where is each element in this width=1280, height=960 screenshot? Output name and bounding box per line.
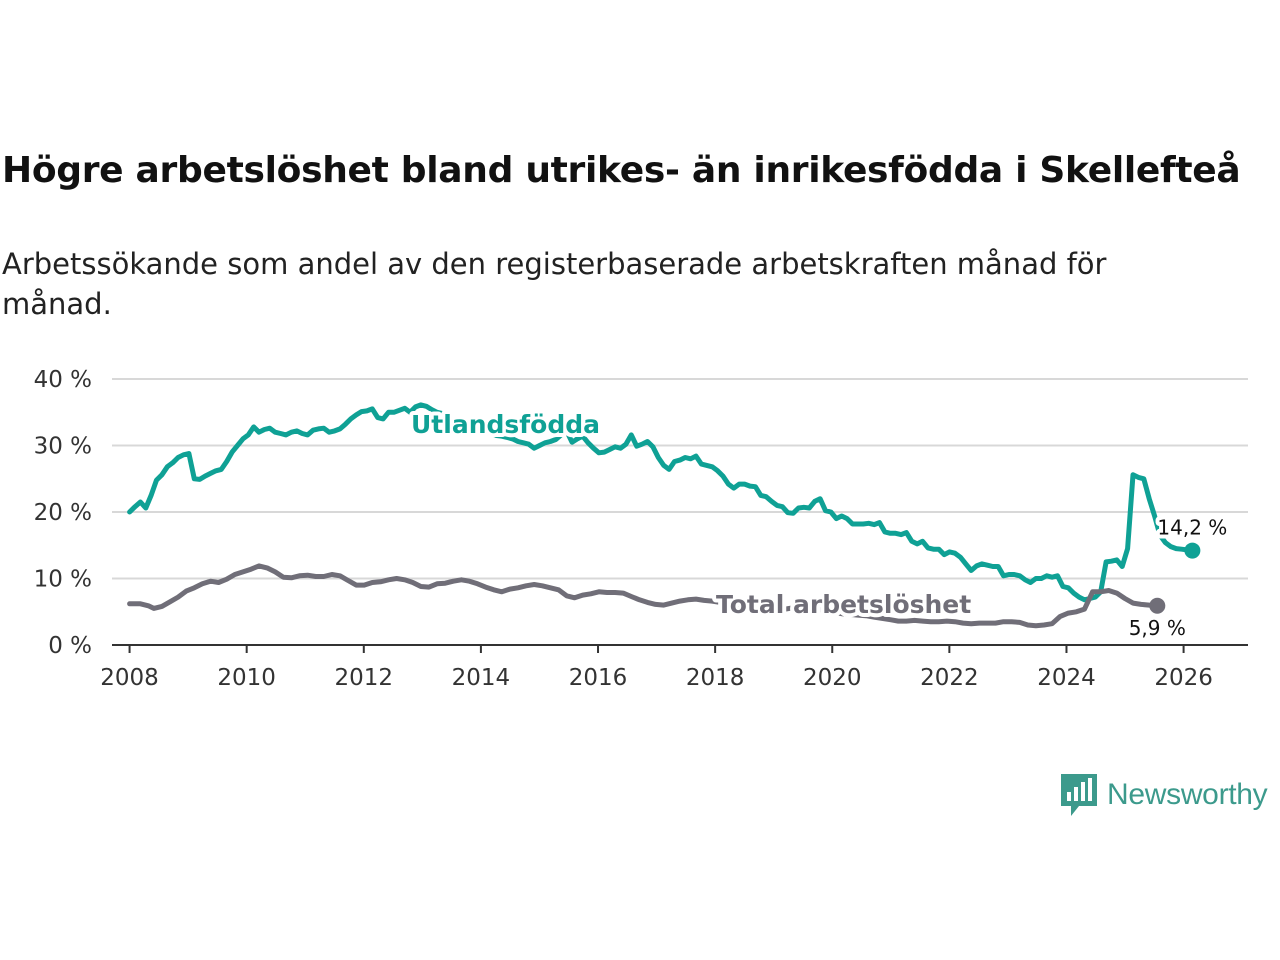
- y-tick-label: 0 %: [48, 633, 92, 659]
- y-tick-label: 30 %: [34, 434, 92, 460]
- grid-lines: [112, 378, 1248, 580]
- x-tick-label: 2026: [1154, 665, 1213, 691]
- series-label-utlandsfodda-halo: Utlandsfödda: [411, 410, 600, 439]
- chart-subtitle: Arbetssökande som andel av den registerb…: [2, 247, 1107, 321]
- series-line-utlandsfodda: [127, 402, 1195, 603]
- end-point-marker: [1149, 597, 1166, 614]
- y-tick-label: 10 %: [34, 567, 92, 593]
- x-tick-label: 2018: [686, 665, 745, 691]
- end-label-total-halo: 5,9 %: [1129, 616, 1186, 640]
- x-tick-label: 2014: [452, 665, 511, 691]
- brand-name: Newsworthy: [1107, 778, 1268, 811]
- x-tick-label: 2024: [1037, 665, 1096, 691]
- series-label-total: Total arbetslöshet: [716, 590, 971, 619]
- end-point-marker: [1184, 542, 1201, 559]
- end-label-utlandsfodda-halo: 14,2 %: [1157, 516, 1227, 540]
- end-label-total: 5,9 %: [1129, 616, 1186, 640]
- x-tick-label: 2016: [569, 665, 628, 691]
- x-tick-label: 2008: [100, 665, 159, 691]
- newsworthy-logo-icon: [1061, 774, 1097, 816]
- y-tick-label: 20 %: [34, 500, 92, 526]
- series-label-total-halo: Total arbetslöshet: [716, 590, 971, 619]
- x-tick-label: 2012: [335, 665, 394, 691]
- y-tick-label: 40 %: [34, 367, 92, 393]
- series-line-total: [127, 563, 1160, 629]
- series-label-utlandsfodda: Utlandsfödda: [411, 410, 600, 439]
- end-label-utlandsfodda: 14,2 %: [1157, 516, 1227, 540]
- x-tick-label: 2022: [920, 665, 979, 691]
- axes: 0 % 10 % 20 % 30 % 40 % 2008 2010 2012 2014 2016 2…: [34, 367, 1248, 691]
- chart-title: Högre arbetslöshet bland utrikes- än inr…: [2, 150, 1241, 191]
- newsworthy-logo: Newsworthy: [1059, 772, 1268, 818]
- x-tick-label: 2010: [217, 665, 276, 691]
- x-tick-label: 2020: [803, 665, 862, 691]
- series-lines: [127, 402, 1201, 629]
